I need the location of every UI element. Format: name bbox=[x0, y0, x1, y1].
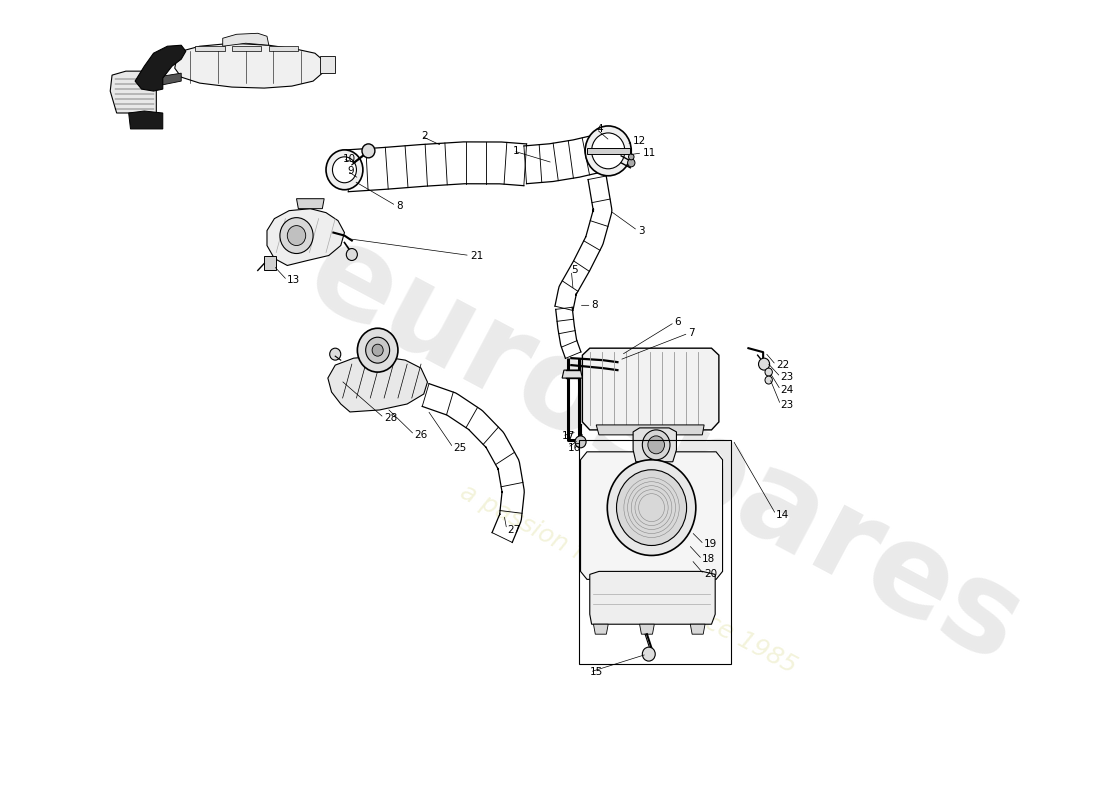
Text: a passion for parts since 1985: a passion for parts since 1985 bbox=[456, 480, 801, 678]
Polygon shape bbox=[582, 348, 719, 430]
Polygon shape bbox=[581, 452, 723, 579]
Circle shape bbox=[326, 150, 363, 190]
Text: 9: 9 bbox=[348, 166, 354, 176]
Text: 1: 1 bbox=[514, 146, 520, 156]
Circle shape bbox=[585, 126, 631, 176]
Circle shape bbox=[279, 218, 313, 254]
Text: 18: 18 bbox=[702, 554, 715, 565]
Text: 21: 21 bbox=[470, 250, 483, 261]
Text: 22: 22 bbox=[777, 360, 790, 370]
Polygon shape bbox=[195, 46, 224, 51]
Polygon shape bbox=[587, 148, 630, 154]
Circle shape bbox=[642, 647, 656, 661]
Text: 28: 28 bbox=[384, 413, 397, 423]
Polygon shape bbox=[156, 73, 182, 86]
Polygon shape bbox=[691, 624, 705, 634]
Text: 27: 27 bbox=[507, 525, 520, 534]
Text: 26: 26 bbox=[415, 430, 428, 440]
Text: 2: 2 bbox=[421, 131, 428, 141]
Text: 7: 7 bbox=[689, 328, 695, 338]
Polygon shape bbox=[562, 370, 582, 378]
Circle shape bbox=[365, 338, 389, 363]
Text: 6: 6 bbox=[674, 318, 681, 327]
Text: 25: 25 bbox=[453, 443, 466, 453]
Text: 17: 17 bbox=[562, 431, 575, 441]
Text: 5: 5 bbox=[571, 266, 578, 275]
Circle shape bbox=[575, 436, 586, 448]
Circle shape bbox=[628, 159, 635, 167]
Polygon shape bbox=[222, 34, 268, 46]
Text: 13: 13 bbox=[287, 275, 300, 286]
Text: 14: 14 bbox=[777, 510, 790, 520]
Polygon shape bbox=[267, 209, 344, 266]
Circle shape bbox=[648, 436, 664, 454]
Polygon shape bbox=[639, 624, 654, 634]
Text: 11: 11 bbox=[642, 148, 656, 158]
Polygon shape bbox=[110, 71, 156, 113]
Text: 8: 8 bbox=[592, 300, 598, 310]
Polygon shape bbox=[596, 425, 704, 435]
Text: 10: 10 bbox=[342, 154, 355, 164]
Polygon shape bbox=[232, 46, 262, 51]
Polygon shape bbox=[297, 198, 324, 209]
Circle shape bbox=[642, 430, 670, 460]
Polygon shape bbox=[590, 571, 715, 624]
Polygon shape bbox=[135, 46, 186, 91]
Circle shape bbox=[592, 133, 625, 169]
Polygon shape bbox=[634, 428, 676, 462]
Text: 16: 16 bbox=[568, 443, 581, 453]
Text: 12: 12 bbox=[634, 136, 647, 146]
Text: 15: 15 bbox=[590, 667, 603, 677]
Circle shape bbox=[372, 344, 383, 356]
Text: 8: 8 bbox=[396, 201, 403, 210]
Polygon shape bbox=[264, 255, 276, 270]
Polygon shape bbox=[594, 624, 608, 634]
Circle shape bbox=[607, 460, 696, 555]
Text: 19: 19 bbox=[704, 539, 717, 550]
Circle shape bbox=[362, 144, 375, 158]
Text: 4: 4 bbox=[596, 124, 603, 134]
Polygon shape bbox=[328, 356, 428, 412]
Circle shape bbox=[287, 226, 306, 246]
Text: 3: 3 bbox=[638, 226, 645, 235]
Text: 20: 20 bbox=[704, 570, 717, 579]
Circle shape bbox=[616, 470, 686, 546]
Polygon shape bbox=[268, 46, 298, 51]
Polygon shape bbox=[175, 43, 324, 88]
Polygon shape bbox=[320, 56, 336, 73]
Circle shape bbox=[330, 348, 341, 360]
Text: 23: 23 bbox=[781, 372, 794, 382]
Text: 23: 23 bbox=[781, 400, 794, 410]
Circle shape bbox=[628, 154, 634, 160]
Text: eurospares: eurospares bbox=[288, 211, 1043, 689]
Circle shape bbox=[764, 368, 772, 376]
Circle shape bbox=[332, 157, 356, 182]
Circle shape bbox=[358, 328, 398, 372]
Circle shape bbox=[346, 249, 358, 261]
Text: 24: 24 bbox=[781, 385, 794, 395]
Polygon shape bbox=[129, 111, 163, 129]
Circle shape bbox=[764, 376, 772, 384]
Circle shape bbox=[759, 358, 770, 370]
